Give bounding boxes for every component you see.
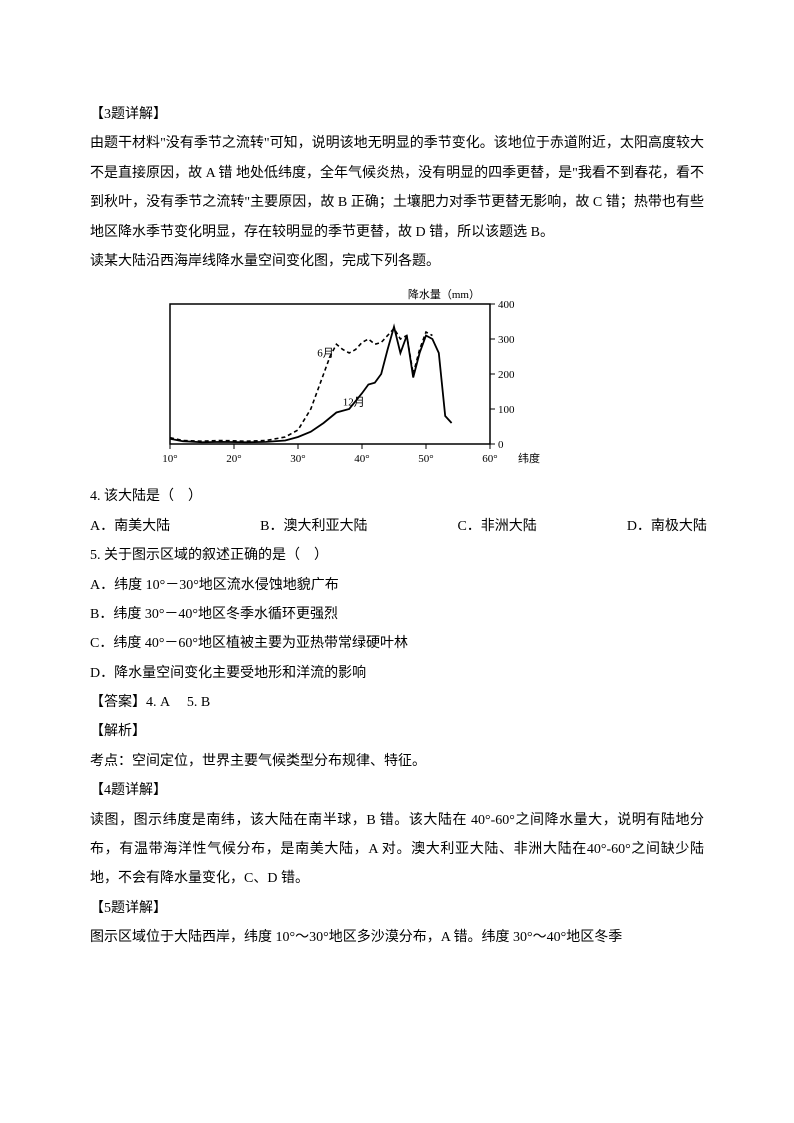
svg-text:12月: 12月 <box>343 397 365 409</box>
q5-opt-b: B．纬度 30°－40°地区冬季水循环更强烈 <box>90 600 704 629</box>
kaodian-line: 考点：空间定位，世界主要气候类型分布规律、特征。 <box>90 747 704 776</box>
q4-opt-b: B．澳大利亚大陆 <box>260 512 367 541</box>
svg-text:20°: 20° <box>226 453 241 465</box>
svg-text:400: 400 <box>498 299 515 311</box>
q4-opt-a: A．南美大陆 <box>90 512 170 541</box>
svg-text:100: 100 <box>498 404 515 416</box>
svg-text:30°: 30° <box>290 453 305 465</box>
q4-opt-c: C．非洲大陆 <box>457 512 536 541</box>
svg-text:60°: 60° <box>482 453 497 465</box>
chart-prompt: 读某大陆沿西海岸线降水量空间变化图，完成下列各题。 <box>90 247 704 276</box>
q5-opt-c: C．纬度 40°－60°地区植被主要为亚热带常绿硬叶林 <box>90 629 704 658</box>
svg-text:50°: 50° <box>418 453 433 465</box>
q4-stem: 4. 该大陆是（ ） <box>90 482 704 511</box>
q4-options: A．南美大陆 B．澳大利亚大陆 C．非洲大陆 D．南极大陆 <box>90 512 704 541</box>
svg-text:10°: 10° <box>162 453 177 465</box>
q4-opt-d: D．南极大陆 <box>627 512 707 541</box>
svg-text:40°: 40° <box>354 453 369 465</box>
svg-text:300: 300 <box>498 334 515 346</box>
svg-text:降水量（mm）: 降水量（mm） <box>408 287 480 301</box>
q5-opt-d: D．降水量空间变化主要受地形和洋流的影响 <box>90 659 704 688</box>
q3-body: 由题干材料"没有季节之流转"可知，说明该地无明显的季节变化。该地位于赤道附近，太… <box>90 129 704 247</box>
svg-text:0: 0 <box>498 439 504 451</box>
q5-detail-heading: 【5题详解】 <box>90 894 704 923</box>
q4-detail-heading: 【4题详解】 <box>90 776 704 805</box>
q3-heading: 【3题详解】 <box>90 100 704 129</box>
q5-stem: 5. 关于图示区域的叙述正确的是（ ） <box>90 541 704 570</box>
precipitation-chart: 降水量（mm） 0 100 200 300 400 10° 20° 30° 40° 50° 60° 纬度… <box>150 284 704 474</box>
answer-line: 【答案】4. A 5. B <box>90 688 704 717</box>
q5-opt-a: A．纬度 10°－30°地区流水侵蚀地貌广布 <box>90 571 704 600</box>
jiexi-heading: 【解析】 <box>90 717 704 746</box>
q4-detail-body: 读图，图示纬度是南纬，该大陆在南半球，B 错。该大陆在 40°-60°之间降水量… <box>90 806 704 894</box>
svg-text:200: 200 <box>498 369 515 381</box>
q5-detail-body: 图示区域位于大陆西岸，纬度 10°～30°地区多沙漠分布，A 错。纬度 30°～… <box>90 923 704 952</box>
svg-text:6月: 6月 <box>317 348 334 360</box>
svg-text:纬度: 纬度 <box>518 451 540 465</box>
